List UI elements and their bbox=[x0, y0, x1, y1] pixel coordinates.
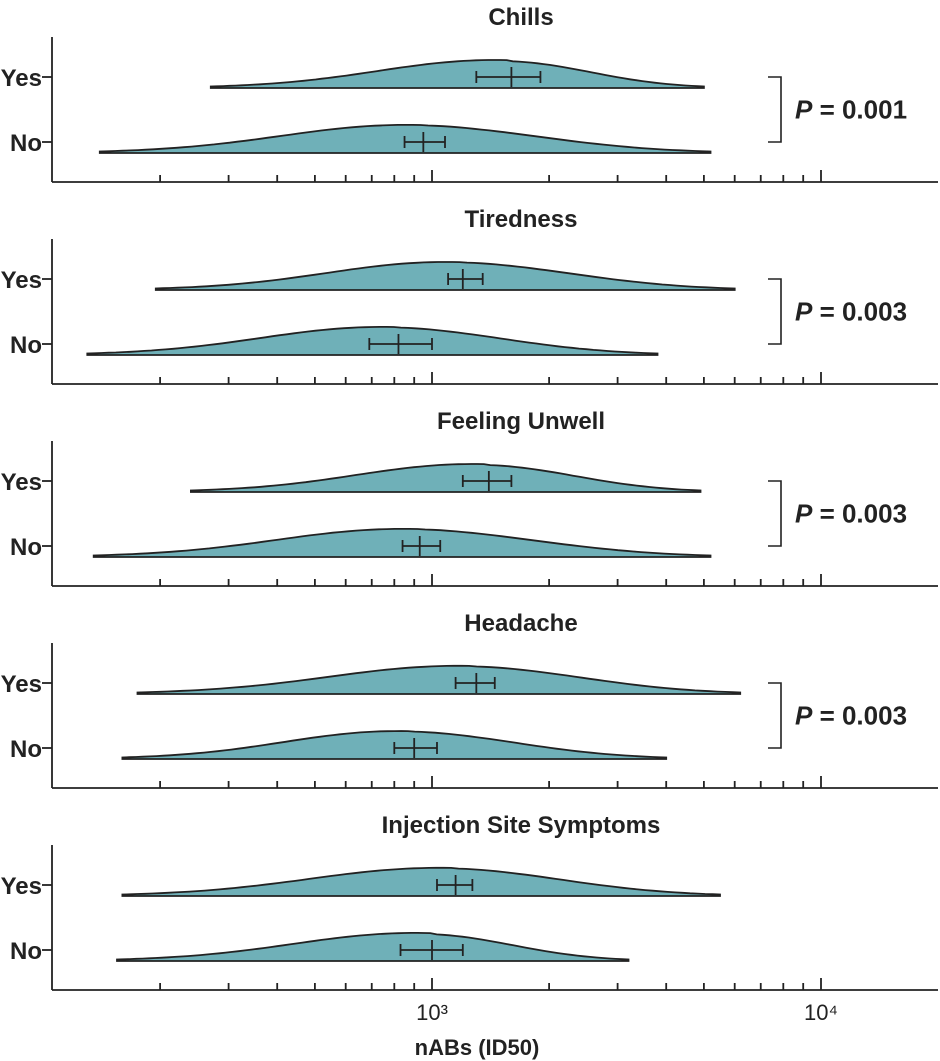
p-value: = 0.001 bbox=[812, 95, 907, 125]
violin-yes bbox=[154, 261, 736, 291]
p-letter: P bbox=[795, 499, 813, 529]
violin-no bbox=[86, 326, 659, 356]
significance-bracket bbox=[768, 76, 782, 143]
category-label-no: No bbox=[10, 534, 42, 561]
violin-yes bbox=[136, 664, 742, 695]
category-label-yes: Yes bbox=[1, 267, 42, 294]
significance-bracket bbox=[768, 278, 782, 345]
panel-0: Chills Yes No P = 0.001 bbox=[1, 4, 938, 183]
category-label-yes: Yes bbox=[1, 873, 42, 900]
category-label-yes: Yes bbox=[1, 65, 42, 92]
category-label-no: No bbox=[10, 332, 42, 359]
panel-title: Headache bbox=[464, 610, 577, 637]
panel-2: Feeling Unwell Yes No P = 0.003 bbox=[1, 408, 938, 587]
panel-title: Injection Site Symptoms bbox=[382, 812, 661, 839]
p-letter: P bbox=[795, 297, 813, 327]
panel-3: Headache Yes No P = 0.003 bbox=[1, 610, 938, 789]
panel-1: Tiredness Yes No P = 0.003 bbox=[1, 206, 938, 385]
panel-4: Injection Site Symptoms Yes No bbox=[1, 812, 938, 991]
panel-title: Chills bbox=[488, 4, 553, 31]
x-tick-label: 10³ bbox=[416, 1000, 448, 1025]
significance-bracket bbox=[768, 682, 782, 749]
violin-yes bbox=[190, 463, 702, 493]
p-value: = 0.003 bbox=[812, 499, 907, 529]
panel-title: Feeling Unwell bbox=[437, 408, 605, 435]
p-value-label: P = 0.003 bbox=[795, 701, 907, 731]
category-label-no: No bbox=[10, 938, 42, 965]
p-value-label: P = 0.003 bbox=[795, 499, 907, 529]
p-letter: P bbox=[795, 95, 813, 125]
violin-yes bbox=[209, 59, 705, 89]
x-axis-label: nABs (ID50) bbox=[415, 1035, 540, 1060]
category-label-no: No bbox=[10, 130, 42, 157]
category-label-yes: Yes bbox=[1, 469, 42, 496]
p-value: = 0.003 bbox=[812, 701, 907, 731]
panel-title: Tiredness bbox=[465, 206, 578, 233]
violin-yes bbox=[121, 866, 721, 897]
violin-no bbox=[116, 932, 630, 962]
p-value-label: P = 0.003 bbox=[795, 297, 907, 327]
p-value-label: P = 0.001 bbox=[795, 95, 907, 125]
significance-bracket bbox=[768, 480, 782, 547]
category-label-yes: Yes bbox=[1, 671, 42, 698]
category-label-no: No bbox=[10, 736, 42, 763]
p-value: = 0.003 bbox=[812, 297, 907, 327]
x-tick-label: 10⁴ bbox=[804, 1000, 838, 1025]
p-letter: P bbox=[795, 701, 813, 731]
